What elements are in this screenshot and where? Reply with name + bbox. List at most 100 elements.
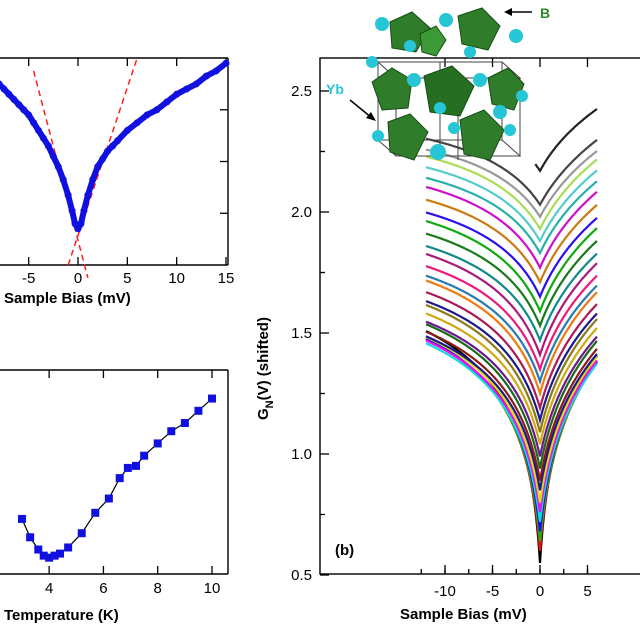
bottom-left-marker bbox=[45, 553, 54, 562]
main-y-tick-label: 2.5 bbox=[291, 83, 312, 100]
bottom-left-marker bbox=[153, 439, 162, 448]
main-y-label-rest: (V) (shifted) bbox=[255, 317, 272, 400]
bottom-left-marker bbox=[39, 551, 48, 560]
top-left-data-point bbox=[20, 106, 28, 114]
main-y-tick-label: 1.5 bbox=[291, 325, 312, 342]
top-left-data-point bbox=[54, 163, 62, 171]
top-left-data-point bbox=[39, 134, 47, 142]
top-left-data-point bbox=[94, 163, 102, 171]
top-left-data-point bbox=[80, 207, 88, 215]
bottom-left-marker bbox=[194, 406, 203, 415]
main-curve bbox=[425, 211, 598, 300]
main-curve bbox=[425, 330, 598, 481]
main-y-label-main: G bbox=[255, 408, 272, 420]
main-y-tick-label: 1.0 bbox=[291, 446, 312, 463]
main-curve bbox=[425, 232, 598, 329]
top-left-data-point bbox=[192, 80, 200, 88]
main-curve bbox=[425, 244, 598, 344]
main-curve bbox=[425, 185, 598, 271]
top-left-data-point bbox=[44, 142, 52, 150]
bottom-left-marker bbox=[140, 451, 149, 460]
top-left-fit-lines bbox=[32, 57, 138, 279]
bottom-left-x-tick-label: 6 bbox=[99, 580, 107, 597]
top-left-data-point bbox=[202, 72, 210, 80]
top-left-fit-line bbox=[67, 57, 138, 266]
main-curve bbox=[425, 291, 598, 413]
top-left-x-tick-label: -5 bbox=[22, 270, 35, 287]
yb-arrow bbox=[349, 99, 373, 119]
main-y-tick-label: 2.0 bbox=[291, 204, 312, 221]
main-x-tick-label: -10 bbox=[434, 583, 456, 600]
top-left-x-tick-label: 5 bbox=[123, 270, 131, 287]
main-curves bbox=[425, 108, 598, 563]
main-curve bbox=[425, 320, 598, 457]
top-left-x-tick-label: 10 bbox=[168, 270, 185, 287]
top-left-data-point bbox=[5, 90, 13, 98]
bottom-left-marker bbox=[180, 419, 189, 428]
top-left-data-point bbox=[84, 191, 92, 199]
top-left-data-point bbox=[173, 90, 181, 98]
bottom-left-marker bbox=[208, 394, 216, 403]
top-left-data-points bbox=[0, 59, 230, 233]
ytterbium-atoms bbox=[366, 13, 528, 160]
bottom-left-marker bbox=[104, 494, 113, 503]
top-left-data-point bbox=[68, 207, 76, 215]
bottom-left-marker bbox=[167, 427, 176, 436]
bottom-left-ticks: 4 6 8 10 bbox=[45, 370, 220, 597]
main-ticks: -10 -5 0 5 0.5 1.0 1.5 2.0 2.5 bbox=[291, 58, 592, 600]
main-plot: -10 -5 0 5 0.5 1.0 1.5 2.0 2.5 (b) Sample Bias (… bbox=[255, 57, 640, 623]
bottom-left-marker bbox=[91, 508, 100, 517]
top-left-data-point bbox=[35, 126, 43, 134]
bottom-left-marker bbox=[132, 461, 140, 470]
main-curve bbox=[425, 176, 598, 256]
bottom-left-x-label: Temperature (K) bbox=[4, 607, 119, 624]
top-left-data-point bbox=[0, 85, 8, 93]
bottom-left-marker bbox=[77, 529, 86, 538]
main-curve bbox=[425, 336, 598, 503]
top-left-plot: -5 0 5 10 15 Sample Bias (mV) bbox=[0, 57, 234, 307]
boron-octahedra bbox=[371, 7, 525, 161]
main-x-tick-label: 0 bbox=[536, 583, 544, 600]
main-curve bbox=[425, 137, 598, 207]
main-curve bbox=[425, 323, 598, 469]
main-curve bbox=[425, 300, 598, 425]
bottom-left-plot: 4 6 8 10 Temperature (K) bbox=[0, 369, 229, 624]
bottom-left-marker bbox=[115, 474, 124, 483]
main-curve bbox=[425, 155, 598, 232]
bottom-left-x-tick-label: 10 bbox=[204, 580, 221, 597]
main-curve bbox=[425, 148, 598, 219]
top-left-data-point bbox=[123, 126, 131, 134]
main-y-tick-label: 0.5 bbox=[291, 567, 312, 584]
top-left-data-point bbox=[89, 176, 97, 184]
main-curve bbox=[425, 220, 598, 315]
inset-label-yb: Yb bbox=[326, 81, 344, 97]
top-left-ticks: -5 0 5 10 15 bbox=[22, 58, 234, 287]
top-left-data-point bbox=[10, 95, 18, 103]
bottom-left-marker bbox=[26, 533, 35, 542]
main-top-curve bbox=[534, 108, 598, 174]
b-arrow-head bbox=[504, 8, 512, 16]
top-left-data-point bbox=[71, 220, 79, 228]
top-left-data-point bbox=[74, 225, 82, 233]
bottom-left-marker bbox=[50, 551, 59, 560]
inset-label-b: B bbox=[540, 5, 550, 21]
main-curve bbox=[425, 303, 598, 433]
top-left-data-point bbox=[222, 59, 230, 67]
panel-label-b: (b) bbox=[335, 542, 354, 559]
bottom-left-x-tick-label: 8 bbox=[154, 580, 162, 597]
top-left-data-point bbox=[49, 152, 57, 160]
bottom-left-marker bbox=[34, 545, 43, 554]
top-left-x-label: Sample Bias (mV) bbox=[4, 290, 131, 307]
top-left-data-point bbox=[143, 111, 151, 119]
bottom-left-marker bbox=[18, 514, 26, 523]
bottom-left-marker bbox=[123, 463, 132, 472]
top-left-data-point bbox=[0, 80, 3, 88]
top-left-fit-line bbox=[32, 70, 89, 279]
top-left-data-point bbox=[133, 119, 141, 127]
main-curve bbox=[425, 342, 598, 522]
main-curve bbox=[425, 335, 598, 491]
top-left-x-tick-label: 0 bbox=[74, 270, 82, 287]
top-left-x-tick-label: 15 bbox=[218, 270, 235, 287]
